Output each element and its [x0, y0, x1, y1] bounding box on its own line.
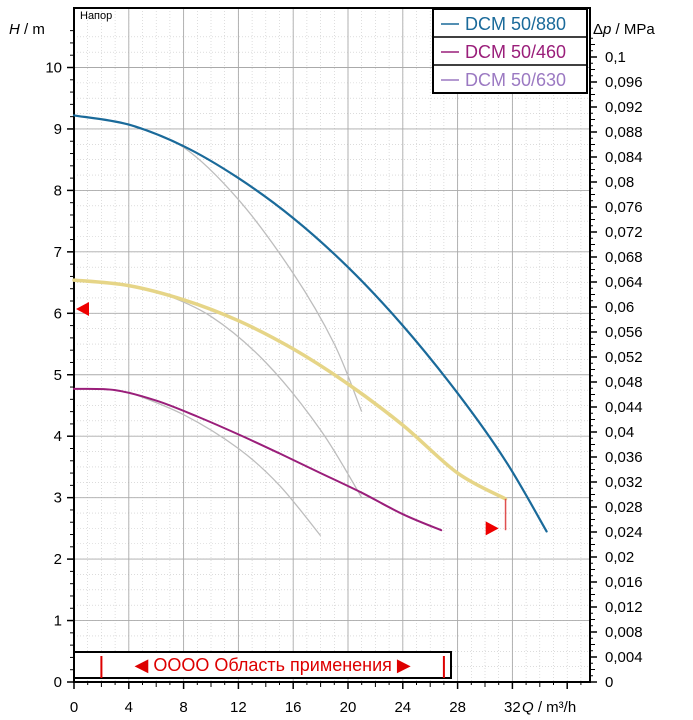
x-tick-label: 0	[70, 699, 78, 716]
y2-tick-label: 0	[605, 674, 613, 691]
x-tick-label: 24	[394, 699, 411, 716]
y2-tick-label: 0,076	[605, 199, 643, 216]
y-tick-label: 1	[54, 613, 62, 630]
y2-tick-label: 0,008	[605, 624, 643, 641]
y2-tick-label: 0,064	[605, 274, 643, 291]
y2-tick-label: 0,056	[605, 324, 643, 341]
y2-tick-label: 0,068	[605, 249, 643, 266]
left-triangle-marker-icon	[76, 301, 89, 316]
y2-tick-label: 0,036	[605, 449, 643, 466]
legend-entry: DCM 50/880	[465, 14, 566, 34]
x-tick-label: 8	[179, 699, 187, 716]
axes-group: 0 4 8 12 16 20 24 28 3201234567891000,0040,0080,…	[45, 30, 643, 716]
y-tick-label: 2	[54, 551, 62, 568]
x-axis-label: Q / m³/h	[522, 699, 576, 716]
y2-tick-label: 0,028	[605, 499, 643, 516]
y-tick-label: 7	[54, 244, 62, 261]
y-tick-label: 0	[54, 674, 62, 691]
y-tick-label: 5	[54, 367, 62, 384]
x-tick-label: 16	[285, 699, 302, 716]
application-range: ◀ ОООО Область применения ▶	[73, 651, 452, 679]
secondary-curve-3	[128, 391, 322, 537]
y-tick-label: 8	[54, 182, 62, 199]
application-range-label: ◀ ОООО Область применения ▶	[135, 655, 411, 675]
y-tick-label: 4	[54, 428, 62, 445]
y2-tick-label: 0,016	[605, 574, 643, 591]
legend-entry: DCM 50/630	[465, 70, 566, 90]
y2-tick-label: 0,088	[605, 124, 643, 141]
y2-tick-label: 0,04	[605, 424, 634, 441]
legend-box	[432, 8, 588, 94]
y-tick-label: 6	[54, 305, 62, 322]
application-range-box	[73, 651, 452, 679]
chart-title: Напор	[80, 10, 112, 22]
x-tick-label: 12	[230, 699, 247, 716]
y-tick-label: 3	[54, 490, 62, 507]
series-line-dcm-50-630	[72, 278, 508, 501]
y-tick-label: 10	[45, 60, 62, 77]
y2-tick-label: 0,012	[605, 599, 643, 616]
y2-tick-label: 0,096	[605, 74, 643, 91]
legend: DCM 50/880 DCM 50/460 DCM 50/630	[432, 8, 588, 94]
series-line-dcm-50-460	[73, 387, 443, 532]
x-tick-label: 4	[125, 699, 133, 716]
y2-tick-label: 0,024	[605, 524, 643, 541]
y2-tick-label: 0,1	[605, 49, 626, 66]
y-tick-label: 9	[54, 121, 62, 138]
y2-tick-label: 0,052	[605, 349, 643, 366]
y2-tick-label: 0,084	[605, 149, 643, 166]
y2-tick-label: 0,044	[605, 399, 643, 416]
grid-group	[73, 8, 590, 683]
right-triangle-marker-icon	[485, 521, 499, 536]
y2-tick-label: 0,092	[605, 99, 643, 116]
y2-tick-label: 0,072	[605, 224, 643, 241]
y2-axis-label: Δp / MPa	[593, 21, 655, 38]
y2-tick-label: 0,02	[605, 549, 634, 566]
x-tick-label: 20	[340, 699, 357, 716]
y2-tick-label: 0,06	[605, 299, 634, 316]
y2-tick-label: 0,032	[605, 474, 643, 491]
y-axis-label: H / m	[9, 21, 45, 38]
x-tick-label: 28	[449, 699, 466, 716]
y2-tick-label: 0,004	[605, 649, 643, 666]
secondary-curve-2	[155, 290, 363, 498]
y2-tick-label: 0,048	[605, 374, 643, 391]
y2-tick-label: 0,08	[605, 174, 634, 191]
legend-entry: DCM 50/460	[465, 42, 566, 62]
x-tick-label: 32	[504, 699, 521, 716]
series-line-dcm-50-880	[72, 114, 548, 533]
